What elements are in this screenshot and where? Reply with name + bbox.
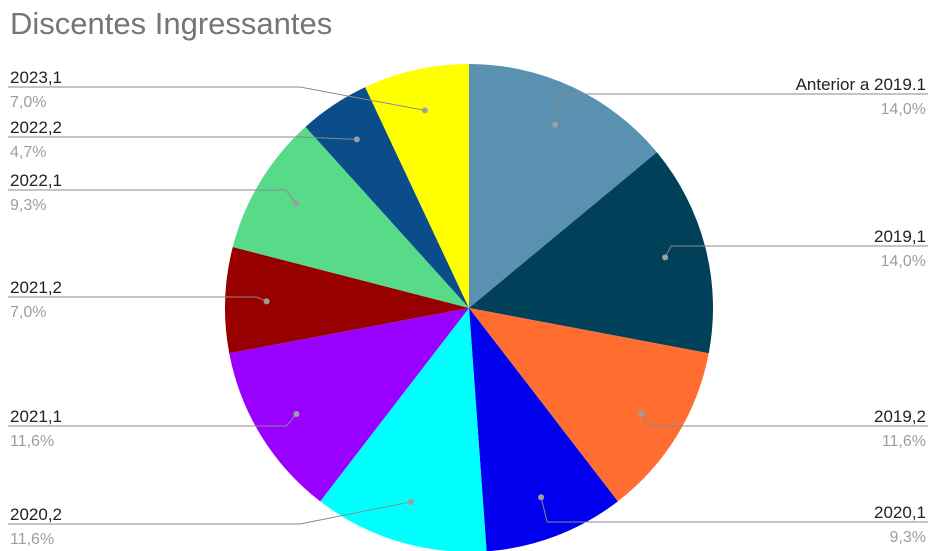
slice-percent-3: 11,6% bbox=[882, 433, 926, 450]
pie-slices bbox=[225, 64, 713, 551]
leader-line-1 bbox=[554, 93, 928, 125]
leader-line-7 bbox=[8, 296, 267, 302]
slice-label-10: 2023,1 bbox=[10, 68, 62, 87]
leader-dot-5 bbox=[407, 498, 414, 505]
leader-dot-1 bbox=[552, 121, 559, 128]
slice-label-1: Anterior a 2019.1 bbox=[796, 75, 926, 94]
pie-slice-8 bbox=[232, 126, 469, 309]
leader-line-8 bbox=[8, 189, 297, 204]
slice-percent-8: 9,3% bbox=[10, 197, 46, 214]
slice-percent-7: 7,0% bbox=[10, 304, 46, 321]
slice-percent-5: 11,6% bbox=[10, 531, 54, 548]
pie-slice-9 bbox=[305, 87, 469, 308]
pie-slice-2 bbox=[469, 152, 713, 354]
slice-percent-2: 14,0% bbox=[881, 253, 926, 270]
pie-slice-5 bbox=[320, 308, 487, 551]
leader-line-9 bbox=[8, 136, 357, 140]
leader-dot-4 bbox=[538, 494, 545, 501]
leader-dot-3 bbox=[638, 410, 645, 417]
leader-dot-8 bbox=[292, 200, 299, 207]
slice-percent-4: 9,3% bbox=[890, 529, 926, 546]
leader-dot-2 bbox=[662, 254, 669, 261]
slice-percent-10: 7,0% bbox=[10, 94, 46, 111]
leader-dot-6 bbox=[293, 410, 300, 417]
pie-slice-3 bbox=[469, 308, 709, 502]
leader-dot-7 bbox=[263, 298, 270, 305]
pie-slice-10 bbox=[365, 64, 469, 308]
slice-label-9: 2022,2 bbox=[10, 118, 62, 137]
leader-line-2 bbox=[664, 245, 928, 258]
leader-line-4 bbox=[540, 497, 928, 523]
chart-title: Discentes Ingressantes bbox=[10, 6, 333, 41]
slice-label-3: 2019,2 bbox=[874, 407, 926, 426]
leader-line-10 bbox=[8, 86, 425, 111]
leader-line-6 bbox=[8, 413, 297, 427]
slice-label-2: 2019,1 bbox=[874, 227, 926, 246]
slice-label-5: 2020,2 bbox=[10, 505, 62, 524]
pie-slice-6 bbox=[229, 308, 469, 502]
slice-percent-6: 11,6% bbox=[10, 433, 54, 450]
leader-line-5 bbox=[8, 501, 411, 525]
slice-label-7: 2021,2 bbox=[10, 278, 62, 297]
slice-percent-1: 14,0% bbox=[881, 101, 926, 118]
leader-line-3 bbox=[641, 413, 928, 427]
slice-labels: Anterior a 2019.1 14,0% 2019,1 14,0% 2019,2 1… bbox=[10, 68, 926, 548]
pie-slice-4 bbox=[469, 308, 618, 551]
slice-label-6: 2021,1 bbox=[10, 407, 62, 426]
slice-label-4: 2020,1 bbox=[874, 503, 926, 522]
pie-slice-1 bbox=[469, 64, 657, 308]
slice-label-8: 2022,1 bbox=[10, 171, 62, 190]
pie-slice-7 bbox=[225, 247, 469, 354]
leader-dot-9 bbox=[353, 136, 360, 143]
leader-dot-10 bbox=[421, 107, 428, 114]
leader-lines bbox=[8, 86, 928, 525]
slice-percent-9: 4,7% bbox=[10, 144, 46, 161]
